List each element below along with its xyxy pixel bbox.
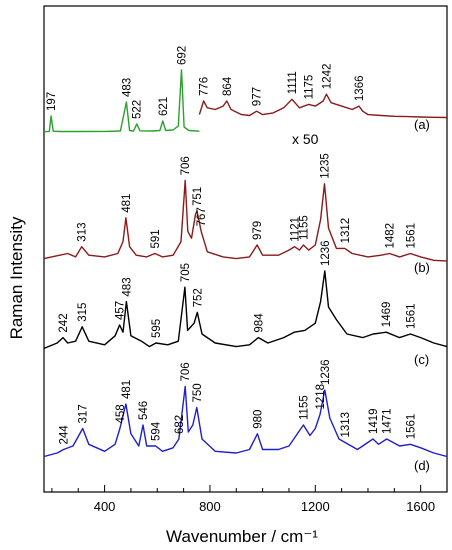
peak-label: 864 [222, 76, 234, 96]
x-tick-label: 1600 [406, 499, 435, 514]
magnification-note: x 50 [292, 131, 319, 147]
peak-label: 1366 [354, 76, 366, 102]
panel-label-d: (d) [414, 458, 430, 473]
peak-label: 750 [192, 383, 204, 402]
peak-label: 1155 [298, 215, 310, 240]
peak-label: 1313 [340, 412, 352, 438]
peak-label: 197 [46, 92, 58, 111]
peak-label: 1111 [287, 71, 299, 94]
peak-label: 682 [174, 415, 186, 434]
peak-label: 546 [138, 401, 150, 420]
x-tick-label: 400 [94, 499, 116, 514]
peak-label: 977 [252, 87, 264, 106]
peak-label: 751 [192, 187, 204, 206]
peak-label: 1236 [320, 240, 332, 266]
peak-label: 1561 [405, 414, 417, 440]
peak-label: 481 [121, 380, 133, 399]
peak-label: 457 [115, 301, 127, 320]
peak-label: 984 [253, 313, 265, 333]
series-line-5 [43, 385, 448, 458]
peak-label: 705 [180, 263, 192, 282]
peak-label: 1419 [368, 408, 380, 434]
peak-label: 1235 [320, 153, 332, 179]
peak-label: 483 [121, 277, 133, 296]
peak-label: 1561 [405, 223, 417, 249]
series-line-2 [198, 93, 448, 119]
peak-label: 1155 [298, 395, 310, 420]
peak-label: 752 [192, 288, 204, 307]
peak-label: 692 [177, 46, 189, 65]
peak-label: 1482 [385, 223, 397, 249]
panel-label-a: (a) [414, 117, 430, 132]
peak-label: 317 [78, 404, 90, 423]
panel-label-c: (c) [414, 352, 429, 367]
y-axis-title: Raman Intensity [7, 216, 26, 339]
peak-label: 1175 [304, 75, 316, 100]
plot-frame [43, 5, 448, 493]
peak-label: 522 [132, 100, 144, 119]
peak-label: 706 [180, 362, 192, 381]
peak-label: 481 [121, 194, 133, 213]
peak-label: 776 [199, 77, 211, 96]
peak-label: 1218 [315, 384, 327, 410]
peak-label: 1312 [340, 218, 352, 244]
series-line-3 [43, 179, 448, 262]
peak-label: 594 [151, 421, 163, 441]
peak-label: 1469 [381, 302, 393, 328]
peak-label: 595 [151, 319, 163, 338]
peak-label: 458 [115, 404, 127, 423]
panel-label-b: (b) [414, 260, 430, 275]
peak-label: 315 [77, 303, 89, 322]
peak-label: 621 [158, 97, 170, 116]
peak-label: 1471 [382, 408, 394, 434]
peak-label: 980 [252, 410, 264, 429]
peak-label: 242 [58, 313, 70, 332]
x-axis-title: Wavenumber / cm⁻¹ [166, 527, 318, 546]
series-line-1 [43, 69, 200, 133]
peak-label: 591 [150, 229, 162, 248]
peak-label: 1236 [320, 359, 332, 385]
peak-label: 483 [121, 78, 133, 97]
peak-label: 979 [252, 221, 264, 240]
peak-label: 1242 [321, 64, 333, 90]
peak-label: 313 [77, 223, 89, 242]
series-line-4 [43, 270, 448, 350]
x-tick-label: 1200 [301, 499, 330, 514]
peak-label: 244 [59, 425, 71, 445]
peak-label: 1561 [405, 303, 417, 329]
peak-label: 706 [180, 156, 192, 175]
peak-label: 767 [196, 207, 208, 226]
x-tick-label: 800 [199, 499, 221, 514]
peak-label: 1121 [290, 217, 302, 242]
